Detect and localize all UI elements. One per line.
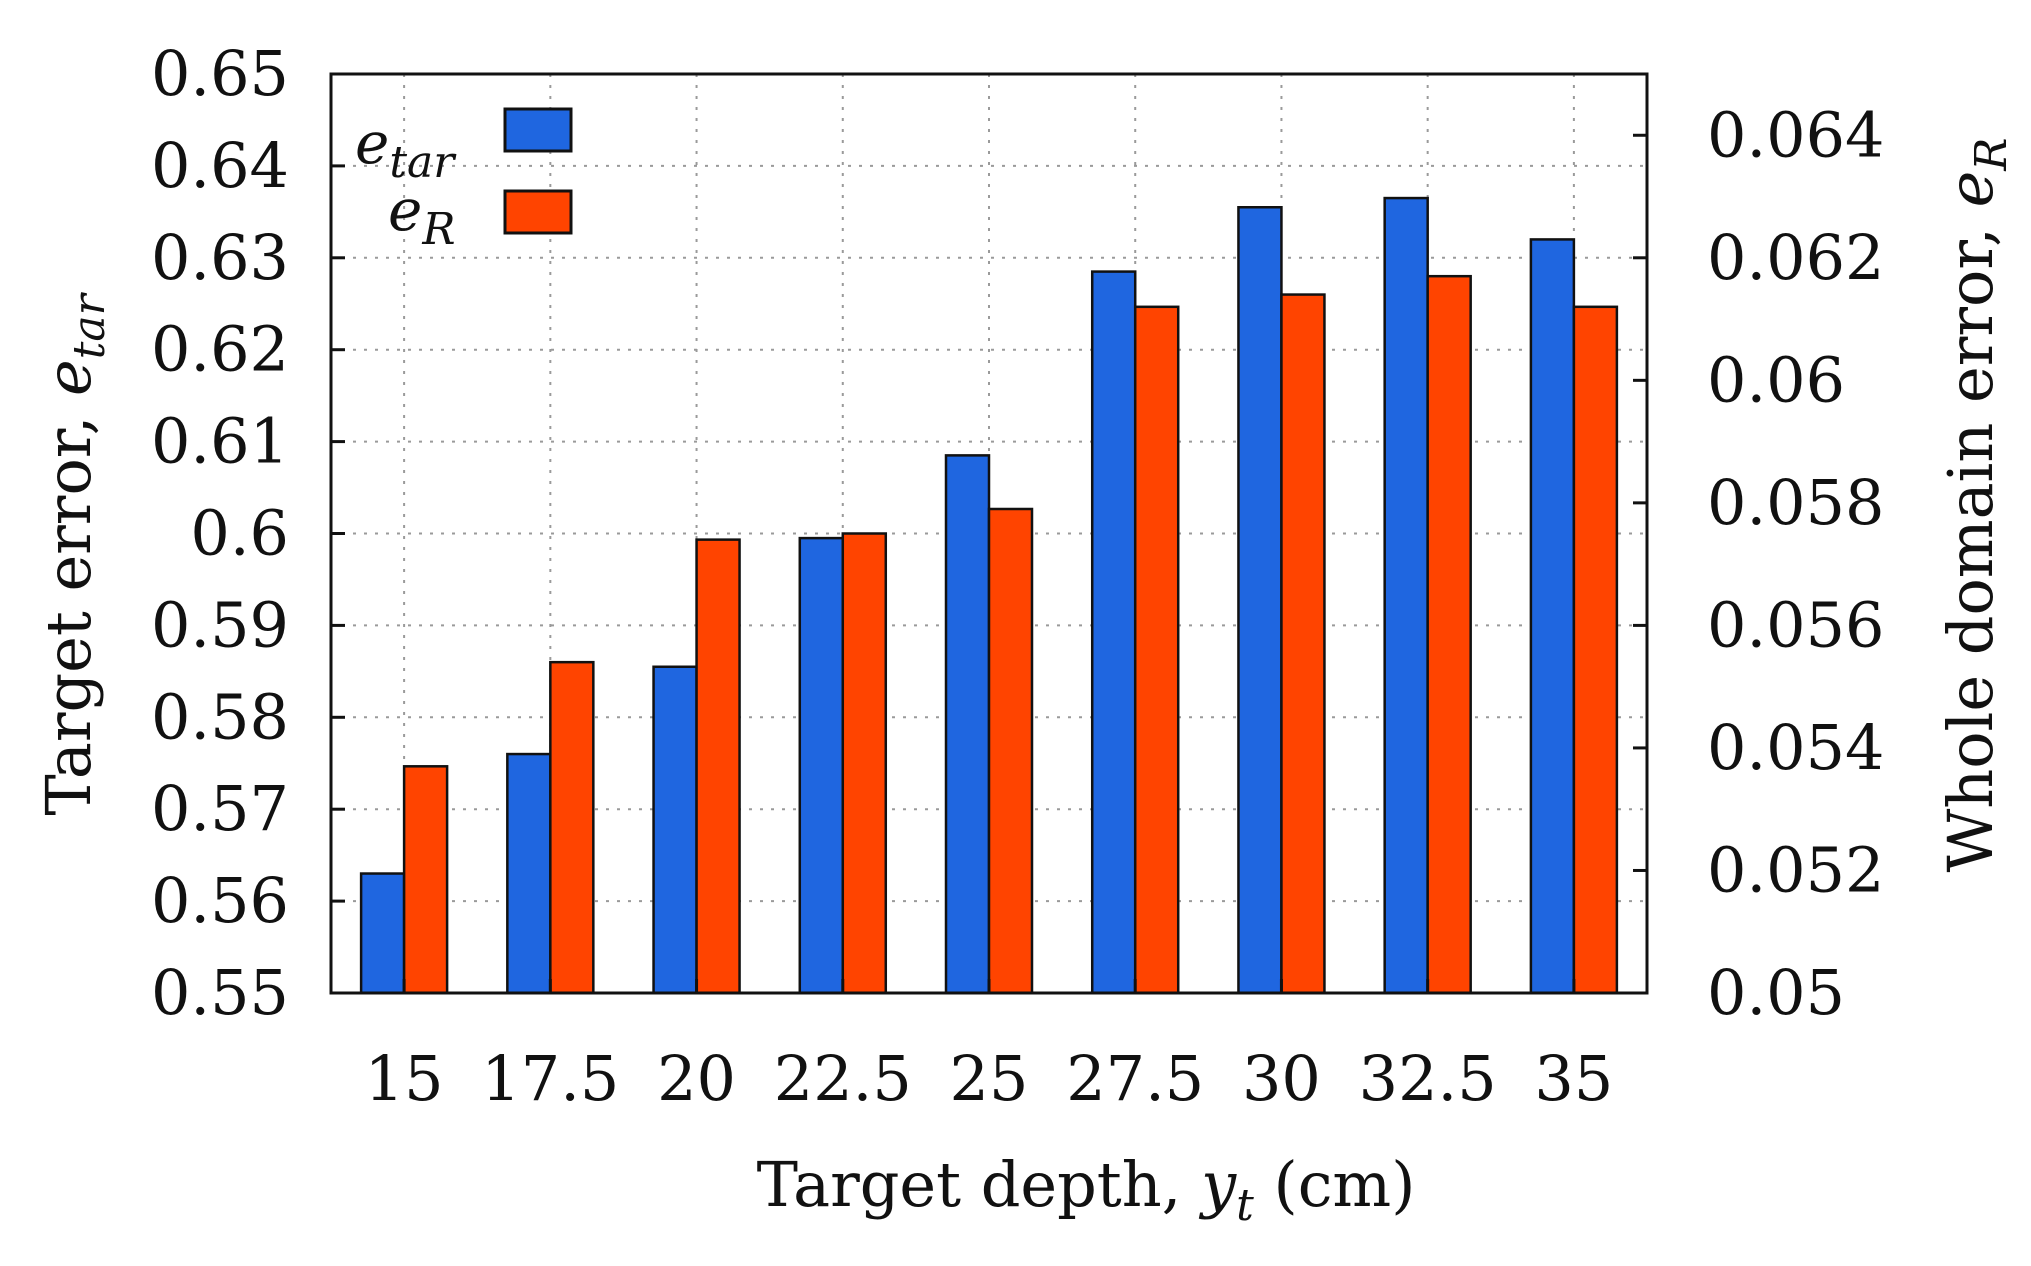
y-left-tick-label-0.59: 0.59 (151, 588, 289, 661)
y-axis-left-title: Target error, etar (32, 291, 115, 815)
y-left-tick-label-0.65: 0.65 (151, 37, 289, 110)
x-tick-label-32.5: 32.5 (1359, 1042, 1497, 1115)
y-right-tick-label-0.058: 0.058 (1707, 466, 1885, 539)
bar-e-r-35 (1572, 305, 1619, 995)
bar-e-tar-32.5 (1383, 196, 1429, 995)
legend-label-e-r: eR (388, 176, 455, 255)
bar-e-r-20 (695, 538, 741, 995)
y-right-tick-label-0.056: 0.056 (1707, 588, 1885, 661)
legend: etar eR (355, 107, 573, 255)
x-tick-label-30: 30 (1242, 1042, 1321, 1115)
bar-e-r-17.5 (549, 660, 595, 995)
legend-swatch-e-r (503, 189, 573, 235)
tick-labels: 0.55 0.56 0.57 0.58 0.59 0.6 0.61 0.62 0.63 0.64 0… (151, 37, 1885, 1115)
x-tick-label-17.5: 17.5 (481, 1042, 619, 1115)
bar-e-tar-17.5 (506, 752, 552, 995)
y-left-tick-label-0.64: 0.64 (151, 129, 289, 202)
bar-e-r-27.5 (1133, 305, 1180, 995)
x-tick-label-22.5: 22.5 (774, 1042, 912, 1115)
y-left-tick-label-0.6: 0.6 (190, 497, 289, 570)
bar-e-r-15 (402, 765, 449, 995)
bars (359, 196, 1619, 995)
y-right-tick-label-0.06: 0.06 (1707, 343, 1845, 416)
y-left-tick-label-0.61: 0.61 (151, 405, 289, 478)
bar-e-tar-15 (359, 872, 406, 995)
x-tick-label-15: 15 (365, 1042, 444, 1115)
y-left-tick-label-0.58: 0.58 (151, 680, 289, 753)
y-right-tick-label-0.064: 0.064 (1707, 98, 1885, 171)
x-tick-label-25: 25 (950, 1042, 1029, 1115)
y-axis-right-title: Whole domain error, eR (1934, 138, 2017, 873)
bar-e-r-32.5 (1426, 274, 1472, 995)
axis-ticks (331, 72, 1647, 995)
bar-e-r-30 (1280, 293, 1326, 995)
bar-e-tar-20 (652, 665, 698, 995)
bar-e-tar-25 (944, 454, 991, 995)
x-axis-title: Target depth, yt (cm) (757, 1148, 1416, 1231)
y-left-tick-label-0.56: 0.56 (151, 864, 289, 937)
x-tick-label-27.5: 27.5 (1066, 1042, 1204, 1115)
y-left-tick-label-0.55: 0.55 (151, 956, 289, 1029)
y-right-tick-label-0.054: 0.054 (1707, 711, 1885, 784)
y-right-tick-label-0.062: 0.062 (1707, 221, 1885, 294)
y-left-tick-label-0.57: 0.57 (151, 772, 289, 845)
x-tick-label-20: 20 (657, 1042, 736, 1115)
x-tick-label-35: 35 (1534, 1042, 1613, 1115)
bar-e-tar-22.5 (798, 536, 845, 995)
y-right-tick-label-0.052: 0.052 (1707, 833, 1885, 906)
legend-label-e-tar: etar (355, 109, 457, 188)
bar-e-r-25 (987, 507, 1034, 995)
y-left-tick-label-0.63: 0.63 (151, 221, 289, 294)
y-left-tick-label-0.62: 0.62 (151, 313, 289, 386)
legend-swatch-e-tar (503, 107, 573, 153)
bar-e-tar-30 (1237, 206, 1283, 995)
bar-e-tar-35 (1529, 238, 1576, 995)
bar-e-r-22.5 (841, 532, 888, 995)
bar-e-tar-27.5 (1090, 270, 1137, 995)
y-right-tick-label-0.05: 0.05 (1707, 956, 1845, 1029)
